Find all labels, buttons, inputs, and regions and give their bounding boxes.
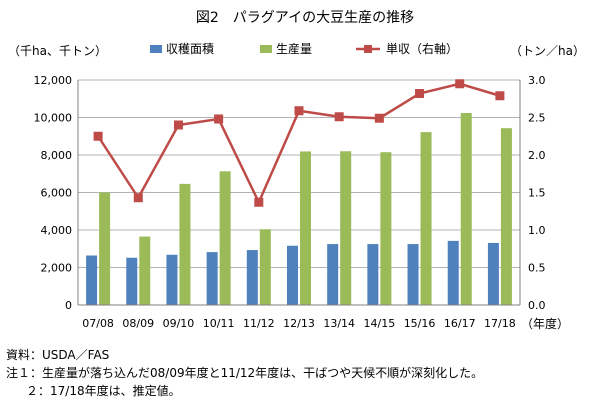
- bar-production: [500, 128, 512, 305]
- legend-label-production: 生産量: [276, 41, 312, 56]
- yield-point: [294, 106, 304, 116]
- bar-production: [259, 229, 271, 305]
- bar-production: [420, 132, 432, 305]
- axes: 0 2,000 4,000 6,000 8,000 10,000 12,000 0.0 0.5 1…: [34, 74, 546, 330]
- bar-production: [460, 113, 472, 305]
- yield-point: [455, 79, 465, 89]
- bar-harvest-area: [407, 244, 419, 305]
- bars: [86, 113, 512, 305]
- x-tick-label: 10/11: [203, 317, 235, 330]
- bar-harvest-area: [166, 254, 178, 305]
- bar-harvest-area: [487, 242, 499, 305]
- x-tick-label: 08/09: [122, 317, 154, 330]
- yield-line: [93, 79, 505, 207]
- bar-harvest-area: [287, 245, 298, 305]
- bar-production: [380, 152, 392, 305]
- bar-production: [340, 151, 352, 305]
- bar-harvest-area: [86, 255, 98, 305]
- yield-point: [133, 193, 143, 203]
- yield-line-path: [97, 82, 501, 206]
- yield-point: [214, 114, 224, 124]
- y-tick-label-right: 2.5: [528, 112, 546, 125]
- y-tick-label-right: 1.0: [528, 224, 546, 237]
- y-tick-label-left: 8,000: [41, 149, 73, 162]
- x-tick-label: 14/15: [364, 317, 396, 330]
- source-note: 資料：USDA／FAS: [6, 348, 110, 362]
- bar-harvest-area: [206, 252, 218, 305]
- bar-harvest-area: [367, 244, 379, 305]
- yield-point: [254, 197, 264, 207]
- legend-swatch-area: [150, 45, 162, 53]
- y-axis-label-left: （千ha、千トン）: [8, 44, 107, 58]
- y-tick-label-right: 2.0: [528, 149, 546, 162]
- bar-harvest-area: [246, 250, 258, 305]
- x-tick-label: 07/08: [82, 317, 114, 330]
- y-tick-label-left: 10,000: [34, 112, 73, 125]
- bar-harvest-area: [447, 240, 459, 305]
- x-tick-label: 16/17: [444, 317, 476, 330]
- bar-production: [219, 171, 231, 305]
- footnote-1: 注１：生産量が落ち込んだ08/09年度と11/12年度は、干ばつや天候不順が深刻…: [6, 366, 484, 380]
- yield-point: [495, 91, 505, 101]
- x-tick-label: 09/10: [163, 317, 195, 330]
- bar-harvest-area: [126, 257, 138, 305]
- x-tick-label: 15/16: [404, 317, 436, 330]
- y-tick-label-left: 12,000: [34, 74, 73, 87]
- bar-production: [179, 183, 191, 305]
- x-tick-label: 13/14: [323, 317, 355, 330]
- yield-point: [374, 113, 384, 123]
- legend: 収穫面積 生産量 単収（右軸）: [150, 41, 458, 56]
- chart-title: 図2 パラグアイの大豆生産の推移: [196, 10, 414, 26]
- x-tick-label: 12/13: [283, 317, 315, 330]
- yield-point: [415, 89, 425, 98]
- legend-swatch-production: [260, 45, 272, 53]
- legend-label-area: 収穫面積: [166, 41, 214, 56]
- yield-point: [93, 131, 103, 141]
- yield-point: [173, 120, 183, 130]
- x-tick-label: 17/18: [484, 317, 516, 330]
- gridlines: [78, 79, 520, 268]
- x-axis-label: （年度）: [521, 316, 569, 331]
- yield-point: [334, 112, 344, 122]
- y-axis-label-right: （トン／ha）: [510, 44, 585, 58]
- legend-label-yield: 単収（右軸）: [386, 41, 458, 56]
- y-tick-label-right: 0.0: [528, 299, 546, 312]
- bar-harvest-area: [327, 244, 339, 305]
- bar-production: [139, 236, 151, 305]
- y-tick-label-left: 4,000: [41, 224, 73, 237]
- y-tick-label-right: 0.5: [528, 262, 546, 275]
- y-tick-label-left: 6,000: [41, 187, 73, 200]
- bar-production: [99, 192, 111, 305]
- y-tick-label-right: 3.0: [528, 74, 546, 87]
- y-tick-label-left: 2,000: [41, 262, 73, 275]
- y-tick-label-left: 0: [65, 299, 72, 312]
- y-tick-label-right: 1.5: [528, 187, 546, 200]
- x-tick-label: 11/12: [243, 317, 275, 330]
- legend-marker-yield: [364, 45, 372, 53]
- bar-production: [300, 151, 311, 305]
- footnote-2: ２：17/18年度は、推定値。: [26, 384, 181, 398]
